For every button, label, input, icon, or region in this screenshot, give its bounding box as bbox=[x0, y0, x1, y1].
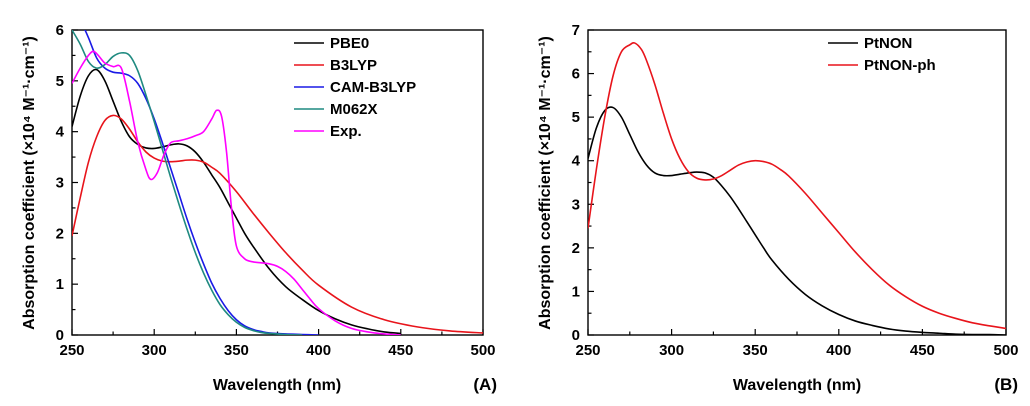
legend-entry: CAM-B3LYP bbox=[330, 79, 416, 96]
y-tick-label: 0 bbox=[572, 327, 580, 344]
x-tick-label: 400 bbox=[826, 342, 851, 359]
legend-entry: PtNON-ph bbox=[864, 57, 936, 74]
x-tick-label: 300 bbox=[142, 342, 167, 359]
y-tick-label: 1 bbox=[572, 283, 580, 300]
chart-panel-a: 250 300 350 400 450 500 0 1 2 3 4 5 6 PBE0 B3LYP CAM-B… bbox=[21, 22, 497, 394]
y-tick-label: 0 bbox=[56, 327, 64, 344]
y-axis-title-a: Absorption coefficient (×10⁴ M⁻¹·cm⁻¹) bbox=[21, 36, 38, 330]
tick-group-b: 250 300 350 400 450 500 0 1 2 3 4 5 6 7 bbox=[572, 22, 1019, 359]
y-tick-label: 1 bbox=[56, 276, 64, 293]
y-tick-label: 2 bbox=[572, 240, 580, 257]
x-tick-label: 400 bbox=[306, 342, 331, 359]
y-tick-label: 5 bbox=[572, 109, 580, 126]
legend-entry: Exp. bbox=[330, 123, 362, 140]
x-tick-label: 350 bbox=[224, 342, 249, 359]
y-tick-label: 5 bbox=[56, 73, 64, 90]
legend-a: PBE0 B3LYP CAM-B3LYP M062X Exp. bbox=[294, 35, 416, 140]
plot-frame-b bbox=[587, 29, 1007, 336]
series-line-b3lyp bbox=[72, 114, 483, 334]
legend-entry: M062X bbox=[330, 101, 378, 118]
y-tick-label: 7 bbox=[572, 22, 580, 39]
panel-label-b: (B) bbox=[994, 375, 1018, 394]
legend-entry: PBE0 bbox=[330, 35, 369, 52]
series-group-b bbox=[588, 42, 1006, 335]
legend-b: PtNON PtNON-ph bbox=[828, 35, 936, 74]
x-tick-label: 500 bbox=[470, 342, 495, 359]
legend-entry: PtNON bbox=[864, 35, 912, 52]
x-tick-label: 450 bbox=[910, 342, 935, 359]
x-axis-title-b: Wavelength (nm) bbox=[733, 377, 861, 394]
x-axis-title-a: Wavelength (nm) bbox=[213, 377, 341, 394]
x-tick-label: 250 bbox=[59, 342, 84, 359]
x-tick-label: 250 bbox=[575, 342, 600, 359]
plot-frame-a bbox=[71, 29, 484, 336]
y-tick-label: 4 bbox=[56, 124, 65, 141]
y-tick-label: 4 bbox=[572, 153, 581, 170]
x-tick-label: 500 bbox=[993, 342, 1018, 359]
y-axis-title-b: Absorption coefficient (×10⁴ M⁻¹·cm⁻¹) bbox=[537, 36, 554, 330]
y-tick-label: 6 bbox=[56, 22, 64, 39]
chart-panel-b: 250 300 350 400 450 500 0 1 2 3 4 5 6 7 PtNON PtNON-ph… bbox=[537, 22, 1019, 394]
series-group-a bbox=[72, 30, 483, 335]
x-tick-label: 350 bbox=[743, 342, 768, 359]
legend-entry: B3LYP bbox=[330, 57, 377, 74]
series-line-exp bbox=[72, 50, 401, 335]
tick-group-a: 250 300 350 400 450 500 0 1 2 3 4 5 6 bbox=[56, 22, 496, 359]
y-tick-label: 2 bbox=[56, 225, 64, 242]
x-tick-label: 300 bbox=[659, 342, 684, 359]
series-line-m062x bbox=[72, 30, 303, 335]
panel-label-a: (A) bbox=[473, 375, 497, 394]
y-tick-label: 3 bbox=[56, 175, 64, 192]
y-tick-label: 3 bbox=[572, 196, 580, 213]
x-tick-label: 450 bbox=[388, 342, 413, 359]
series-line-cam-b3lyp bbox=[84, 30, 319, 335]
y-tick-label: 6 bbox=[572, 66, 580, 83]
series-line-pbe0 bbox=[72, 68, 401, 335]
series-line-ptnon bbox=[588, 106, 1006, 335]
series-line-ptnon-ph bbox=[588, 42, 1006, 330]
